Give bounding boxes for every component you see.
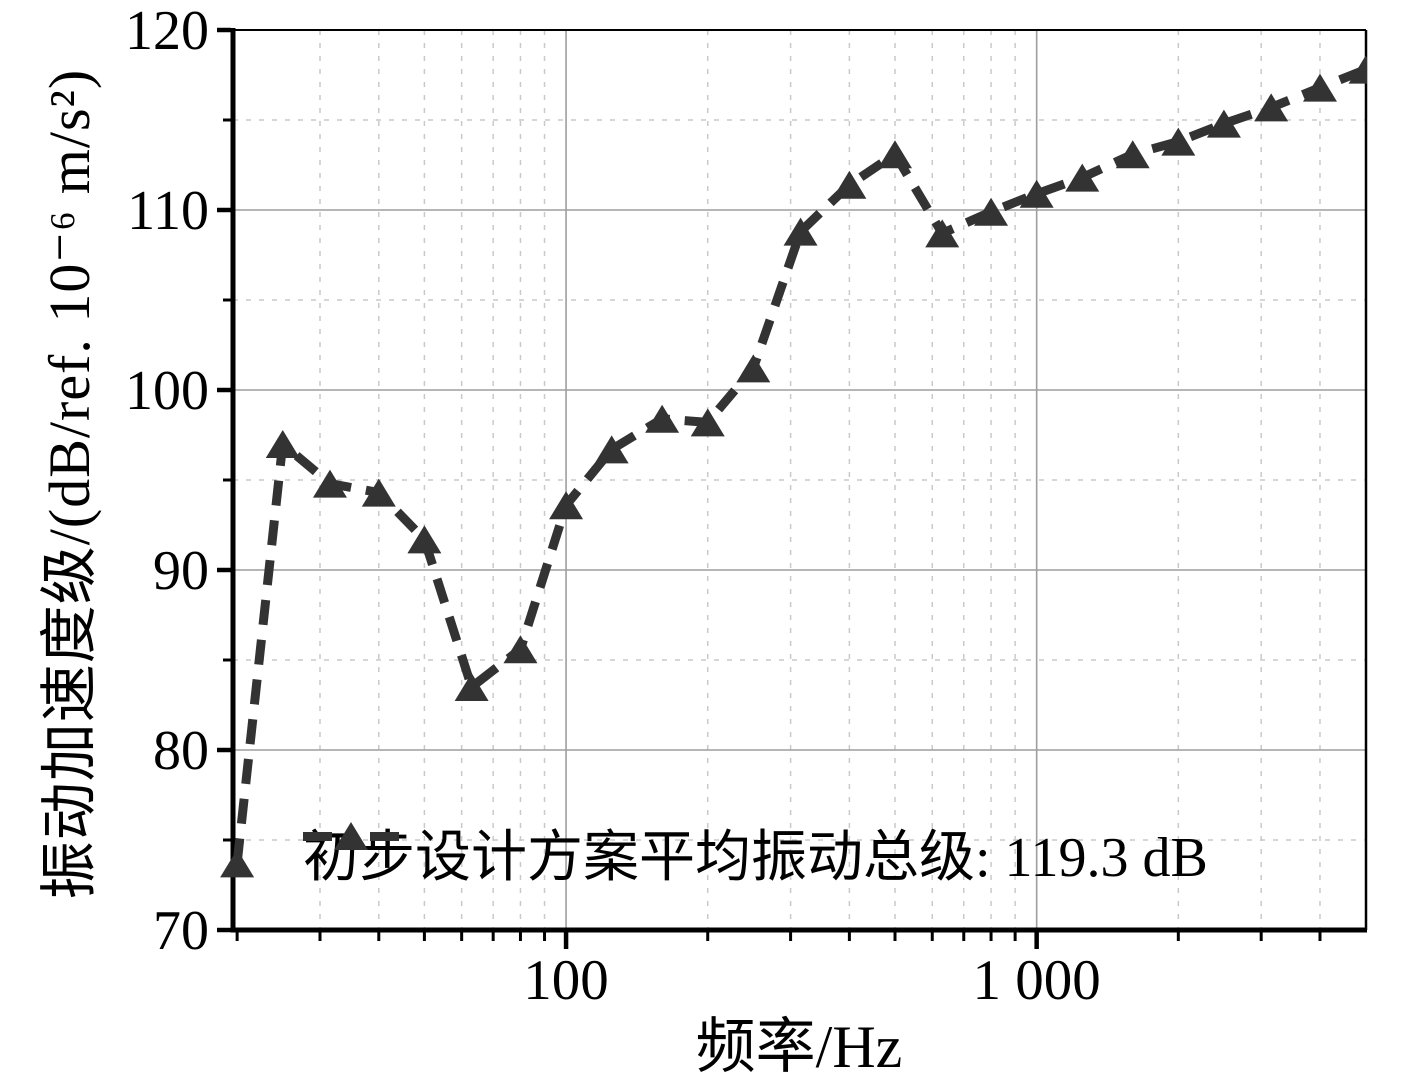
data-point-marker [877,140,912,169]
x-tick-label: 1 000 [973,949,1101,1012]
data-point-marker [1019,179,1054,208]
data-point-marker [594,435,629,464]
y-tick-label: 90 [153,540,209,602]
data-point-marker [503,635,538,664]
data-point-marker [783,217,818,246]
data-point-marker [265,430,300,458]
data-point-marker [925,219,960,248]
data-point-marker [1115,140,1150,169]
legend-dash [303,832,332,841]
y-axis-label: 振动加速度级/(dB/ref. 10⁻⁶ m/s²) [37,68,102,900]
data-point-marker [1065,163,1100,192]
y-tick-label: 70 [153,900,209,962]
y-tick-label: 120 [125,0,209,62]
data-point-marker [1348,55,1367,84]
data-point-marker [974,197,1009,226]
data-point-marker [361,478,396,507]
data-point-marker [736,354,771,383]
y-tick-label: 100 [125,360,209,422]
data-point-marker [1161,127,1196,156]
data-point-marker [690,408,725,437]
x-axis-label: 频率/Hz [695,1014,903,1080]
x-tick-label: 100 [523,949,609,1012]
data-point-marker [1254,93,1289,122]
data-point-marker [454,673,489,701]
data-point-marker [220,849,255,878]
data-point-marker [645,404,680,433]
data-point-marker [832,170,867,199]
y-tick-label: 80 [153,720,209,782]
legend-triangle-icon [334,822,368,850]
legend-label: 初步设计方案平均振动总级: 119.3 dB [303,826,1208,889]
data-point-marker [407,525,442,554]
legend-marker-icon [303,822,399,850]
data-point-marker [549,491,584,520]
legend: 初步设计方案平均振动总级: 119.3 dB [303,816,1208,889]
y-tick-label: 110 [127,180,209,242]
data-point-marker [1206,109,1241,138]
data-line [232,65,1367,864]
legend-dash [370,832,399,841]
data-point-marker [1302,73,1337,102]
data-point-marker [312,469,347,498]
